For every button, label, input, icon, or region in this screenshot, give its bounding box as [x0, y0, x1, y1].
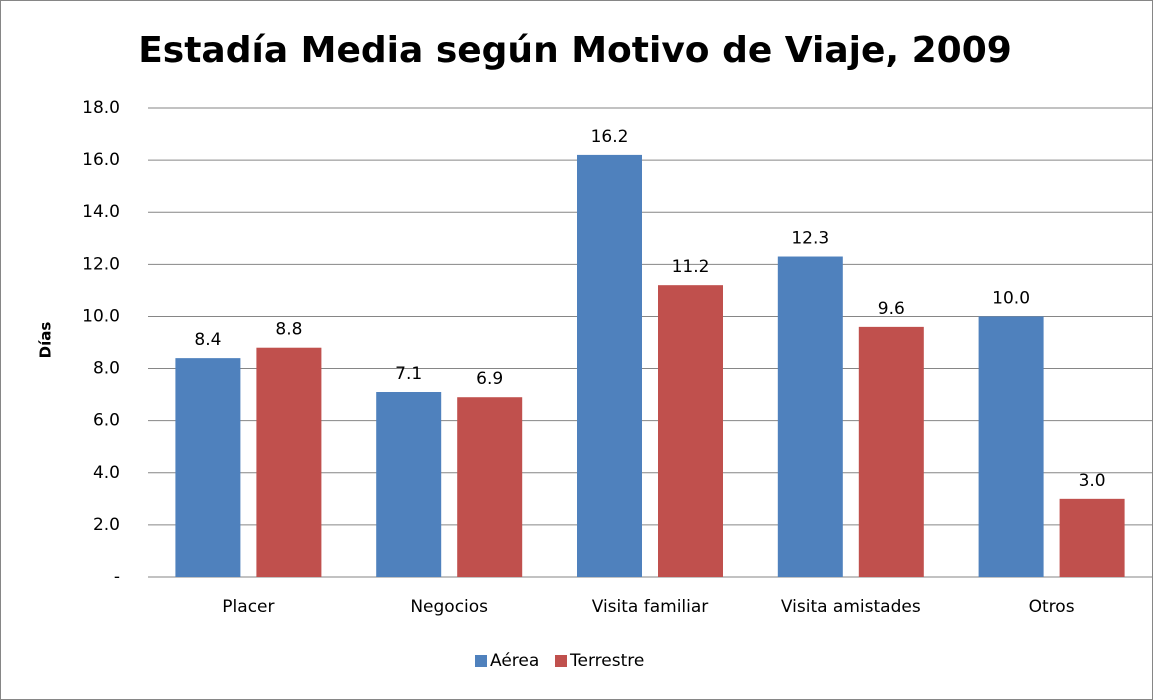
data-label: 8.4 — [194, 330, 221, 350]
bar — [1059, 498, 1125, 577]
legend-swatch — [475, 655, 487, 667]
data-label: 9.6 — [878, 299, 905, 319]
legend-label: Aérea — [490, 651, 539, 671]
x-tick-label: Visita amistades — [781, 597, 921, 617]
y-tick-label: 2.0 — [93, 515, 120, 535]
y-tick-label: 4.0 — [93, 463, 120, 483]
x-tick-label: Visita familiar — [592, 597, 709, 617]
data-label: 3.0 — [1079, 471, 1106, 491]
y-tick-label: - — [114, 567, 120, 587]
y-tick-label: 10.0 — [82, 306, 120, 326]
data-label: 7.1 — [395, 364, 422, 384]
legend-label: Terrestre — [569, 651, 644, 671]
y-tick-label: 18.0 — [82, 98, 120, 118]
y-tick-label: 8.0 — [93, 359, 120, 379]
data-label: 11.2 — [672, 257, 710, 277]
x-tick-label: Otros — [1029, 597, 1075, 617]
y-tick-label: 12.0 — [82, 254, 120, 274]
bar — [256, 347, 322, 577]
data-label: 16.2 — [591, 127, 629, 147]
bar — [777, 256, 843, 577]
y-tick-label: 16.0 — [82, 150, 120, 170]
bar — [658, 285, 723, 577]
bar — [858, 326, 924, 577]
data-label: 8.8 — [275, 320, 302, 340]
bar — [376, 392, 442, 577]
legend-swatch — [555, 655, 567, 667]
y-tick-label: 6.0 — [93, 411, 120, 431]
x-tick-label: Placer — [222, 597, 274, 617]
y-axis-label: Días — [37, 322, 55, 359]
data-label: 6.9 — [476, 369, 503, 389]
bar — [457, 397, 523, 577]
data-label: 10.0 — [992, 288, 1030, 308]
chart-title: Estadía Media según Motivo de Viaje, 200… — [138, 30, 1012, 71]
bar — [978, 316, 1044, 577]
bar — [175, 358, 241, 577]
x-tick-label: Negocios — [410, 597, 488, 617]
data-label: 12.3 — [791, 229, 829, 249]
bar — [577, 154, 642, 577]
y-tick-label: 14.0 — [82, 202, 120, 222]
